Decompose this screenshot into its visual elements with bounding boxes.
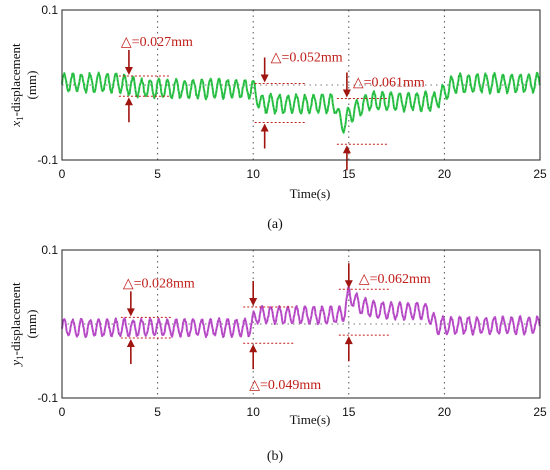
y-axis-unit-label: (mm) — [24, 310, 39, 339]
x-tick-label: 15 — [342, 167, 356, 181]
y-tick-label: -0.1 — [37, 153, 58, 167]
y-axis-label: y1-displacement — [8, 282, 25, 368]
annotation-arrow-down-head — [249, 297, 258, 306]
annotation-arrow-up-head — [249, 344, 258, 353]
x-tick-label: 0 — [59, 167, 66, 181]
x-tick-label: 10 — [247, 405, 261, 419]
annotation-label: △=0.028mm — [123, 276, 195, 291]
annotation-arrow-down-head — [260, 74, 269, 83]
annotation-arrow-up-head — [342, 145, 351, 154]
panel-caption: (a) — [267, 217, 283, 232]
annotation-arrow-up-head — [260, 123, 269, 132]
annotation-arrow-down-head — [124, 67, 133, 75]
y-axis-unit-label: (mm) — [24, 71, 39, 100]
x-tick-label: 25 — [533, 167, 547, 181]
series-line — [61, 71, 541, 134]
series-line-detail — [61, 72, 541, 134]
series-line — [61, 286, 541, 339]
annotation-label: △=0.027mm — [121, 35, 193, 50]
y-axis-label: x1-displacement — [8, 43, 25, 128]
chart-panel-a: △=0.027mm △=0.052mm △=0.061mm 0 5 10 15 20 25 0.1… — [8, 3, 547, 232]
x-axis-label: Time(s) — [290, 186, 331, 201]
x-tick-label: 5 — [154, 405, 161, 419]
y-tick-label: 0.1 — [41, 3, 58, 17]
plot-frame — [61, 249, 541, 399]
x-tick-label: 5 — [154, 167, 161, 181]
annotation-label: △=0.061mm — [353, 76, 425, 91]
panel-caption: (b) — [267, 449, 284, 464]
annotation-label: △=0.062mm — [359, 272, 431, 287]
y-tick-label: 0.1 — [41, 243, 58, 257]
annotation-arrow-down-head — [126, 308, 135, 317]
x-tick-label: 20 — [438, 167, 452, 181]
annotation-arrow-down-head — [344, 280, 353, 289]
y-tick-label: -0.1 — [37, 391, 58, 405]
annotation-label: △=0.052mm — [271, 51, 343, 66]
annotation-arrow-up-head — [124, 97, 133, 106]
x-tick-label: 10 — [247, 167, 261, 181]
annotation-arrow-up-head — [344, 336, 353, 345]
x-tick-label: 20 — [438, 405, 452, 419]
x-tick-label: 25 — [533, 405, 547, 419]
x-tick-label: 15 — [342, 405, 356, 419]
plot-frame — [61, 9, 541, 161]
x-tick-label: 0 — [59, 405, 66, 419]
annotation-label: △=0.049mm — [249, 378, 321, 393]
annotation-arrow-up-head — [126, 339, 135, 348]
x-axis-label: Time(s) — [290, 412, 331, 427]
series-line-detail — [61, 286, 541, 338]
chart-panel-b: △=0.028mm △=0.049mm △=0.062mm 0 5 10 15 20 25 0.1… — [8, 243, 547, 464]
annotation-arrow-down-head — [342, 89, 351, 98]
